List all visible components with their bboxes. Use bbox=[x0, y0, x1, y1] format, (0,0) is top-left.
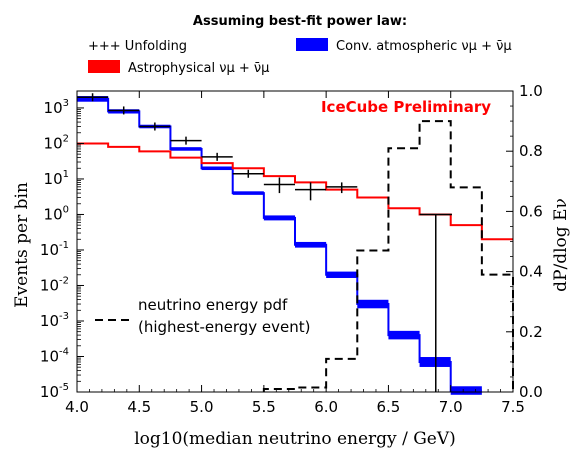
y-tick-label-5: 100 bbox=[44, 204, 69, 223]
y-axis-label: Events per bin bbox=[12, 182, 32, 308]
y-tick-label-8: 103 bbox=[44, 98, 69, 117]
y2-tick-label-2: 0.4 bbox=[519, 263, 543, 281]
x-tick-label-7: 7.5 bbox=[501, 398, 525, 416]
legend-swatch-astrophysical bbox=[88, 60, 120, 73]
y2-tick-label-5: 1.0 bbox=[519, 82, 543, 100]
y2-tick-label-1: 0.2 bbox=[519, 323, 543, 341]
x-tick-label-3: 5.5 bbox=[252, 398, 276, 416]
y2-tick-label-3: 0.6 bbox=[519, 202, 543, 220]
y-tick-label-3: 10-2 bbox=[40, 275, 69, 294]
y-tick-label-0: 10-5 bbox=[40, 382, 69, 401]
y-tick-label-6: 101 bbox=[44, 169, 69, 188]
y2-axis-label: dP/dlog Eν bbox=[551, 198, 571, 292]
y-tick-label-7: 102 bbox=[44, 133, 69, 152]
x-tick-label-4: 6.0 bbox=[314, 398, 338, 416]
x-tick-label-0: 4.0 bbox=[65, 398, 89, 416]
atmospheric-step-line bbox=[77, 97, 482, 392]
x-tick-label-1: 4.5 bbox=[127, 398, 151, 416]
legend-entry-unfolding: +++ Unfolding bbox=[88, 39, 187, 54]
preliminary-annotation: IceCube Preliminary bbox=[321, 98, 491, 116]
pdf-dashed-step bbox=[262, 120, 514, 392]
legend-entry-atmospheric: Conv. atmospheric νμ + ν̄μ bbox=[336, 39, 512, 54]
pdf-label-line1: neutrino energy pdf bbox=[138, 296, 288, 314]
legend-swatch-atmospheric bbox=[296, 38, 328, 51]
plot-area: 4.0 4.5 5.0 5.5 6.0 6.5 7.0 7.5 10-5 10-4 10-3 10-2… bbox=[40, 82, 543, 416]
pdf-label-line2: (highest-energy event) bbox=[138, 318, 311, 336]
x-tick-label-5: 6.5 bbox=[376, 398, 400, 416]
legend-entry-astrophysical: Astrophysical νμ + ν̄μ bbox=[128, 61, 269, 76]
y-tick-label-2: 10-3 bbox=[40, 311, 69, 330]
y2-tick-label-4: 0.8 bbox=[519, 142, 543, 160]
x-tick-label-6: 7.0 bbox=[439, 398, 463, 416]
legend-title: Assuming best-fit power law: bbox=[193, 14, 407, 29]
y2-tick-label-0: 0.0 bbox=[519, 383, 543, 401]
x-axis-label: log10(median neutrino energy / GeV) bbox=[134, 429, 456, 449]
y-tick-label-1: 10-4 bbox=[40, 346, 69, 365]
x-tick-label-2: 5.0 bbox=[190, 398, 214, 416]
y-tick-label-4: 10-1 bbox=[40, 240, 69, 259]
